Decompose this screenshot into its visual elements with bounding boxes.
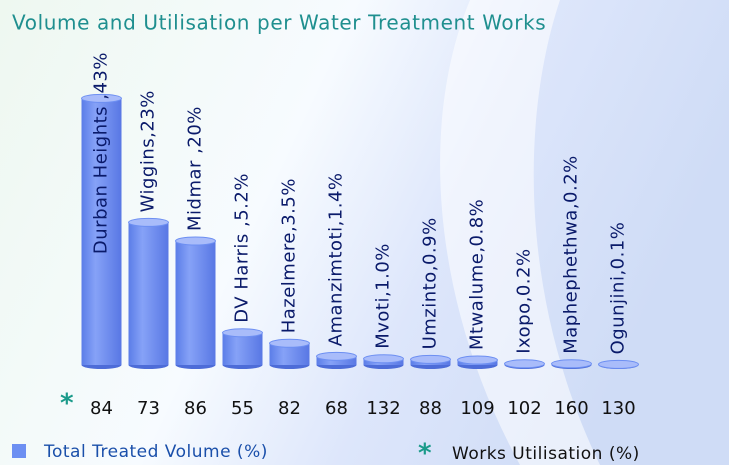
bar-top bbox=[269, 338, 310, 348]
background-streak bbox=[440, 0, 600, 465]
bar-top bbox=[457, 355, 498, 365]
utilisation-value: 82 bbox=[278, 398, 301, 419]
utilisation-value: 86 bbox=[184, 398, 207, 419]
utilisation-value: 160 bbox=[554, 398, 588, 419]
bar-top bbox=[316, 351, 357, 361]
bar-top bbox=[551, 359, 592, 369]
bar-top bbox=[598, 359, 639, 369]
data-label: Amanzimtoti,1.4% bbox=[326, 172, 347, 346]
data-label: Ixopo,0.2% bbox=[514, 248, 535, 353]
data-label: Wiggins,23% bbox=[138, 90, 159, 212]
legend: Total Treated Volume (%) * Works Utilisa… bbox=[12, 439, 640, 465]
data-label: Durban Heights ,43% bbox=[91, 52, 112, 254]
legend-label: Works Utilisation (%) bbox=[452, 444, 640, 464]
data-label: Umzinto,0.9% bbox=[420, 217, 441, 349]
bar bbox=[269, 343, 310, 365]
bar bbox=[175, 241, 216, 365]
data-label: DV Harris ,5.2% bbox=[232, 173, 253, 323]
bar bbox=[81, 98, 122, 366]
bar-top bbox=[175, 236, 216, 246]
bar-top bbox=[504, 359, 545, 369]
data-label: Mtwalume,0.8% bbox=[467, 199, 488, 350]
utilisation-value: 132 bbox=[366, 398, 400, 419]
utilisation-value: 55 bbox=[231, 398, 254, 419]
bar bbox=[222, 332, 263, 365]
utilisation-value: 84 bbox=[90, 398, 113, 419]
utilisation-marker: * bbox=[60, 389, 74, 419]
utilisation-value: 130 bbox=[601, 398, 635, 419]
utilisation-value: 88 bbox=[419, 398, 442, 419]
legend-label: Total Treated Volume (%) bbox=[43, 442, 268, 462]
data-label: Hazelmere,3.5% bbox=[279, 178, 300, 333]
legend-marker: * bbox=[418, 439, 432, 465]
bar-top bbox=[81, 93, 122, 103]
bar-top bbox=[363, 354, 404, 364]
utilisation-value: 102 bbox=[507, 398, 541, 419]
data-label: Ogunjini,0.1% bbox=[608, 222, 629, 355]
bar bbox=[128, 222, 169, 365]
legend-swatch bbox=[12, 444, 26, 458]
data-label: Mvoti,1.0% bbox=[373, 243, 394, 349]
data-label: Maphephethwa,0.2% bbox=[561, 155, 582, 354]
utilisation-value: 109 bbox=[460, 398, 494, 419]
bar-top bbox=[128, 217, 169, 227]
utilisation-value: 68 bbox=[325, 398, 348, 419]
utilisation-value: 73 bbox=[137, 398, 160, 419]
data-label: Midmar ,20% bbox=[185, 106, 206, 231]
chart-title: Volume and Utilisation per Water Treatme… bbox=[12, 11, 546, 35]
bar-top bbox=[410, 354, 451, 364]
bar-top bbox=[222, 328, 263, 338]
